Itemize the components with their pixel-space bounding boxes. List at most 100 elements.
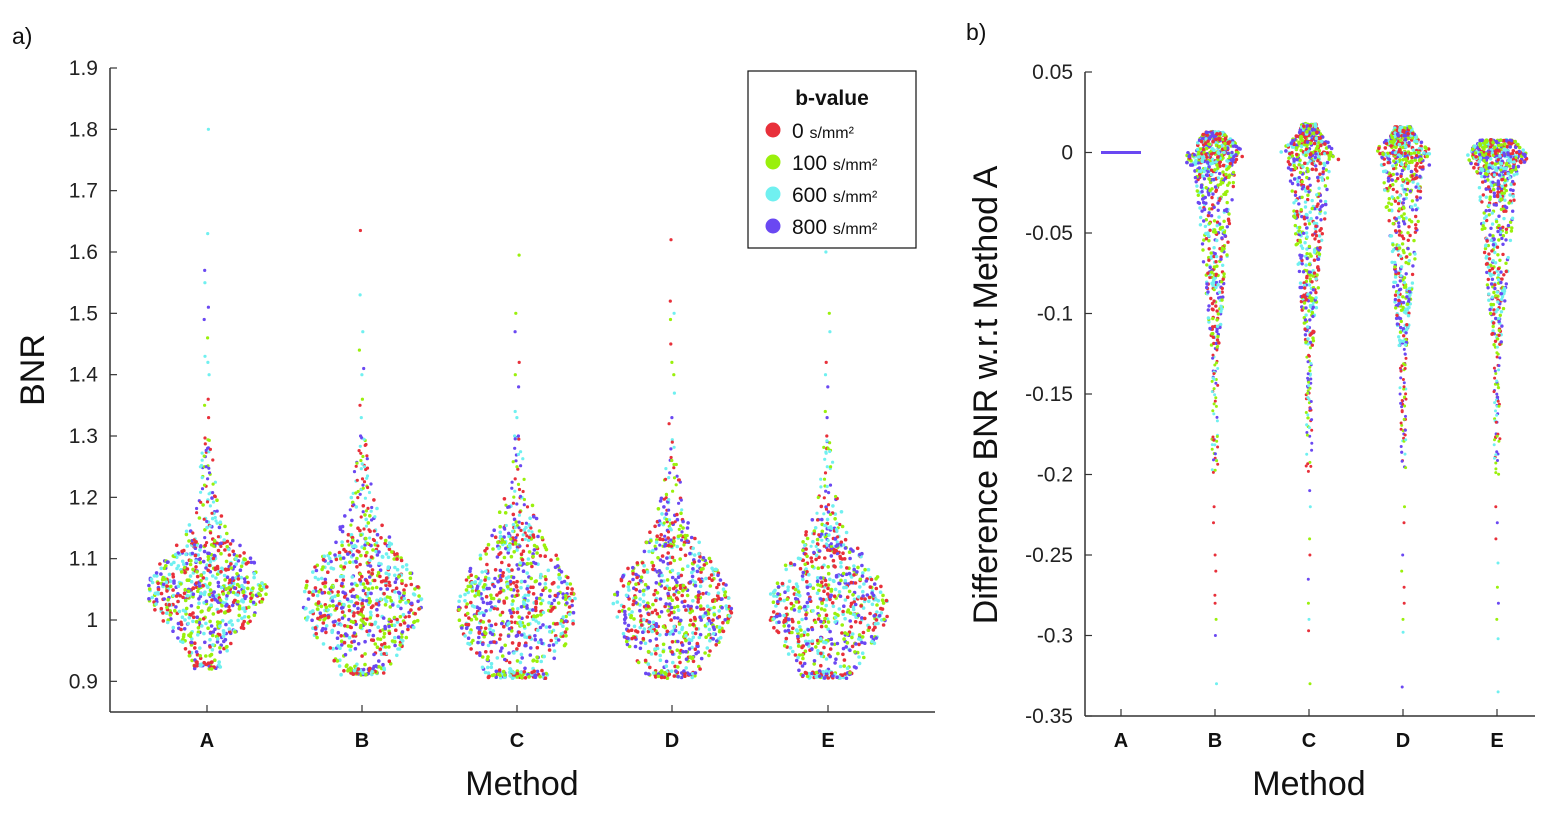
panel-a-point xyxy=(537,529,542,533)
panel-a-point xyxy=(835,675,839,679)
panel-b-point xyxy=(1295,134,1299,139)
panel-a-point xyxy=(626,585,631,589)
panel-a-point xyxy=(670,598,675,602)
panel-b-point xyxy=(1304,231,1309,235)
panel-a-point xyxy=(221,567,225,571)
panel-a-point xyxy=(402,591,407,595)
panel-a-point xyxy=(214,594,219,598)
panel-b-points xyxy=(1101,121,1529,694)
panel-a-point xyxy=(670,629,674,634)
panel-a-point xyxy=(227,553,232,557)
panel-a-point xyxy=(810,564,815,569)
panel-a-point xyxy=(828,594,833,599)
panel-a-point xyxy=(800,617,804,622)
panel-a-point xyxy=(346,552,350,556)
panel-a-point xyxy=(515,533,520,537)
panel-a-point xyxy=(192,666,197,671)
panel-b-point xyxy=(1219,309,1223,314)
panel-a-point xyxy=(549,638,553,643)
panel-a-point xyxy=(498,673,503,678)
panel-a-point xyxy=(820,538,824,542)
panel-a-point xyxy=(543,586,548,590)
panel-a-point xyxy=(684,631,688,635)
panel-b-point xyxy=(1217,136,1221,141)
panel-a-point xyxy=(409,601,414,606)
panel-b-point xyxy=(1302,215,1307,219)
panel-a-point xyxy=(853,602,858,607)
panel-a-point xyxy=(359,467,363,471)
panel-b-point xyxy=(1295,209,1299,214)
panel-b-point xyxy=(1297,130,1302,135)
panel-a-point xyxy=(819,477,823,481)
panel-a-point xyxy=(833,620,837,624)
panel-a-point xyxy=(828,577,832,582)
panel-a-point xyxy=(507,651,511,655)
panel-b-point xyxy=(1210,195,1214,200)
panel-a-point xyxy=(358,492,362,496)
panel-a-point xyxy=(810,627,815,632)
panel-a-point xyxy=(653,608,658,613)
panel-b-point xyxy=(1208,326,1212,331)
panel-a-point xyxy=(174,594,179,598)
panel-a-point xyxy=(829,587,834,592)
panel-a-point xyxy=(531,585,535,590)
panel-a-point xyxy=(464,605,469,609)
panel-a-point xyxy=(387,659,392,663)
panel-a-point xyxy=(484,609,488,613)
panel-a-point xyxy=(693,647,698,651)
panel-a-tail-point xyxy=(206,397,210,401)
panel-a-x-tick-label: D xyxy=(665,730,679,752)
panel-a-point xyxy=(845,595,850,599)
panel-a-point xyxy=(319,604,324,609)
panel-a-point xyxy=(333,553,337,557)
panel-a-point xyxy=(796,556,801,561)
panel-a-point xyxy=(705,604,710,608)
panel-a-point xyxy=(836,535,840,539)
panel-a-point xyxy=(650,629,654,634)
panel-a-point xyxy=(349,533,354,537)
panel-a-point xyxy=(367,490,372,495)
panel-a-point xyxy=(705,622,710,626)
panel-a-point xyxy=(198,654,202,658)
panel-a-tail-point xyxy=(207,373,211,377)
panel-a-point xyxy=(617,609,622,614)
panel-a-point xyxy=(711,632,716,636)
panel-a-point xyxy=(207,551,211,556)
panel-a-point xyxy=(153,608,157,612)
panel-a-point xyxy=(683,553,688,558)
panel-a-point xyxy=(498,551,503,555)
panel-a-point xyxy=(675,604,680,609)
panel-a-point xyxy=(215,637,220,641)
panel-a-point xyxy=(375,598,379,603)
panel-a-point xyxy=(668,632,672,636)
panel-a-point xyxy=(460,626,464,630)
panel-a-point xyxy=(223,524,227,529)
panel-a-point xyxy=(649,652,654,656)
panel-b-point xyxy=(1207,177,1211,181)
panel-a-point xyxy=(809,556,813,560)
panel-b-point xyxy=(1207,211,1211,215)
panel-a-point xyxy=(393,580,398,584)
panel-a-point xyxy=(387,572,391,577)
panel-a-point xyxy=(187,539,191,543)
panel-a-point xyxy=(833,565,837,569)
panel-a-point xyxy=(326,570,330,574)
panel-a-point xyxy=(375,541,379,545)
panel-a-point xyxy=(646,662,651,666)
panel-b-point xyxy=(1201,147,1206,152)
panel-a-point xyxy=(355,671,359,675)
panel-a-point xyxy=(571,610,576,615)
panel-a-point xyxy=(536,534,540,539)
panel-a-point xyxy=(305,618,309,622)
panel-a-point xyxy=(224,596,229,601)
panel-a-point xyxy=(814,553,819,558)
panel-a-point xyxy=(358,528,362,533)
panel-a-point xyxy=(401,612,406,617)
panel-a-point xyxy=(711,637,715,641)
panel-a-point xyxy=(817,674,822,679)
panel-a-tail-point xyxy=(825,465,829,469)
panel-a-point xyxy=(375,532,380,537)
panel-a-point xyxy=(662,521,666,525)
panel-a-point xyxy=(675,517,680,522)
